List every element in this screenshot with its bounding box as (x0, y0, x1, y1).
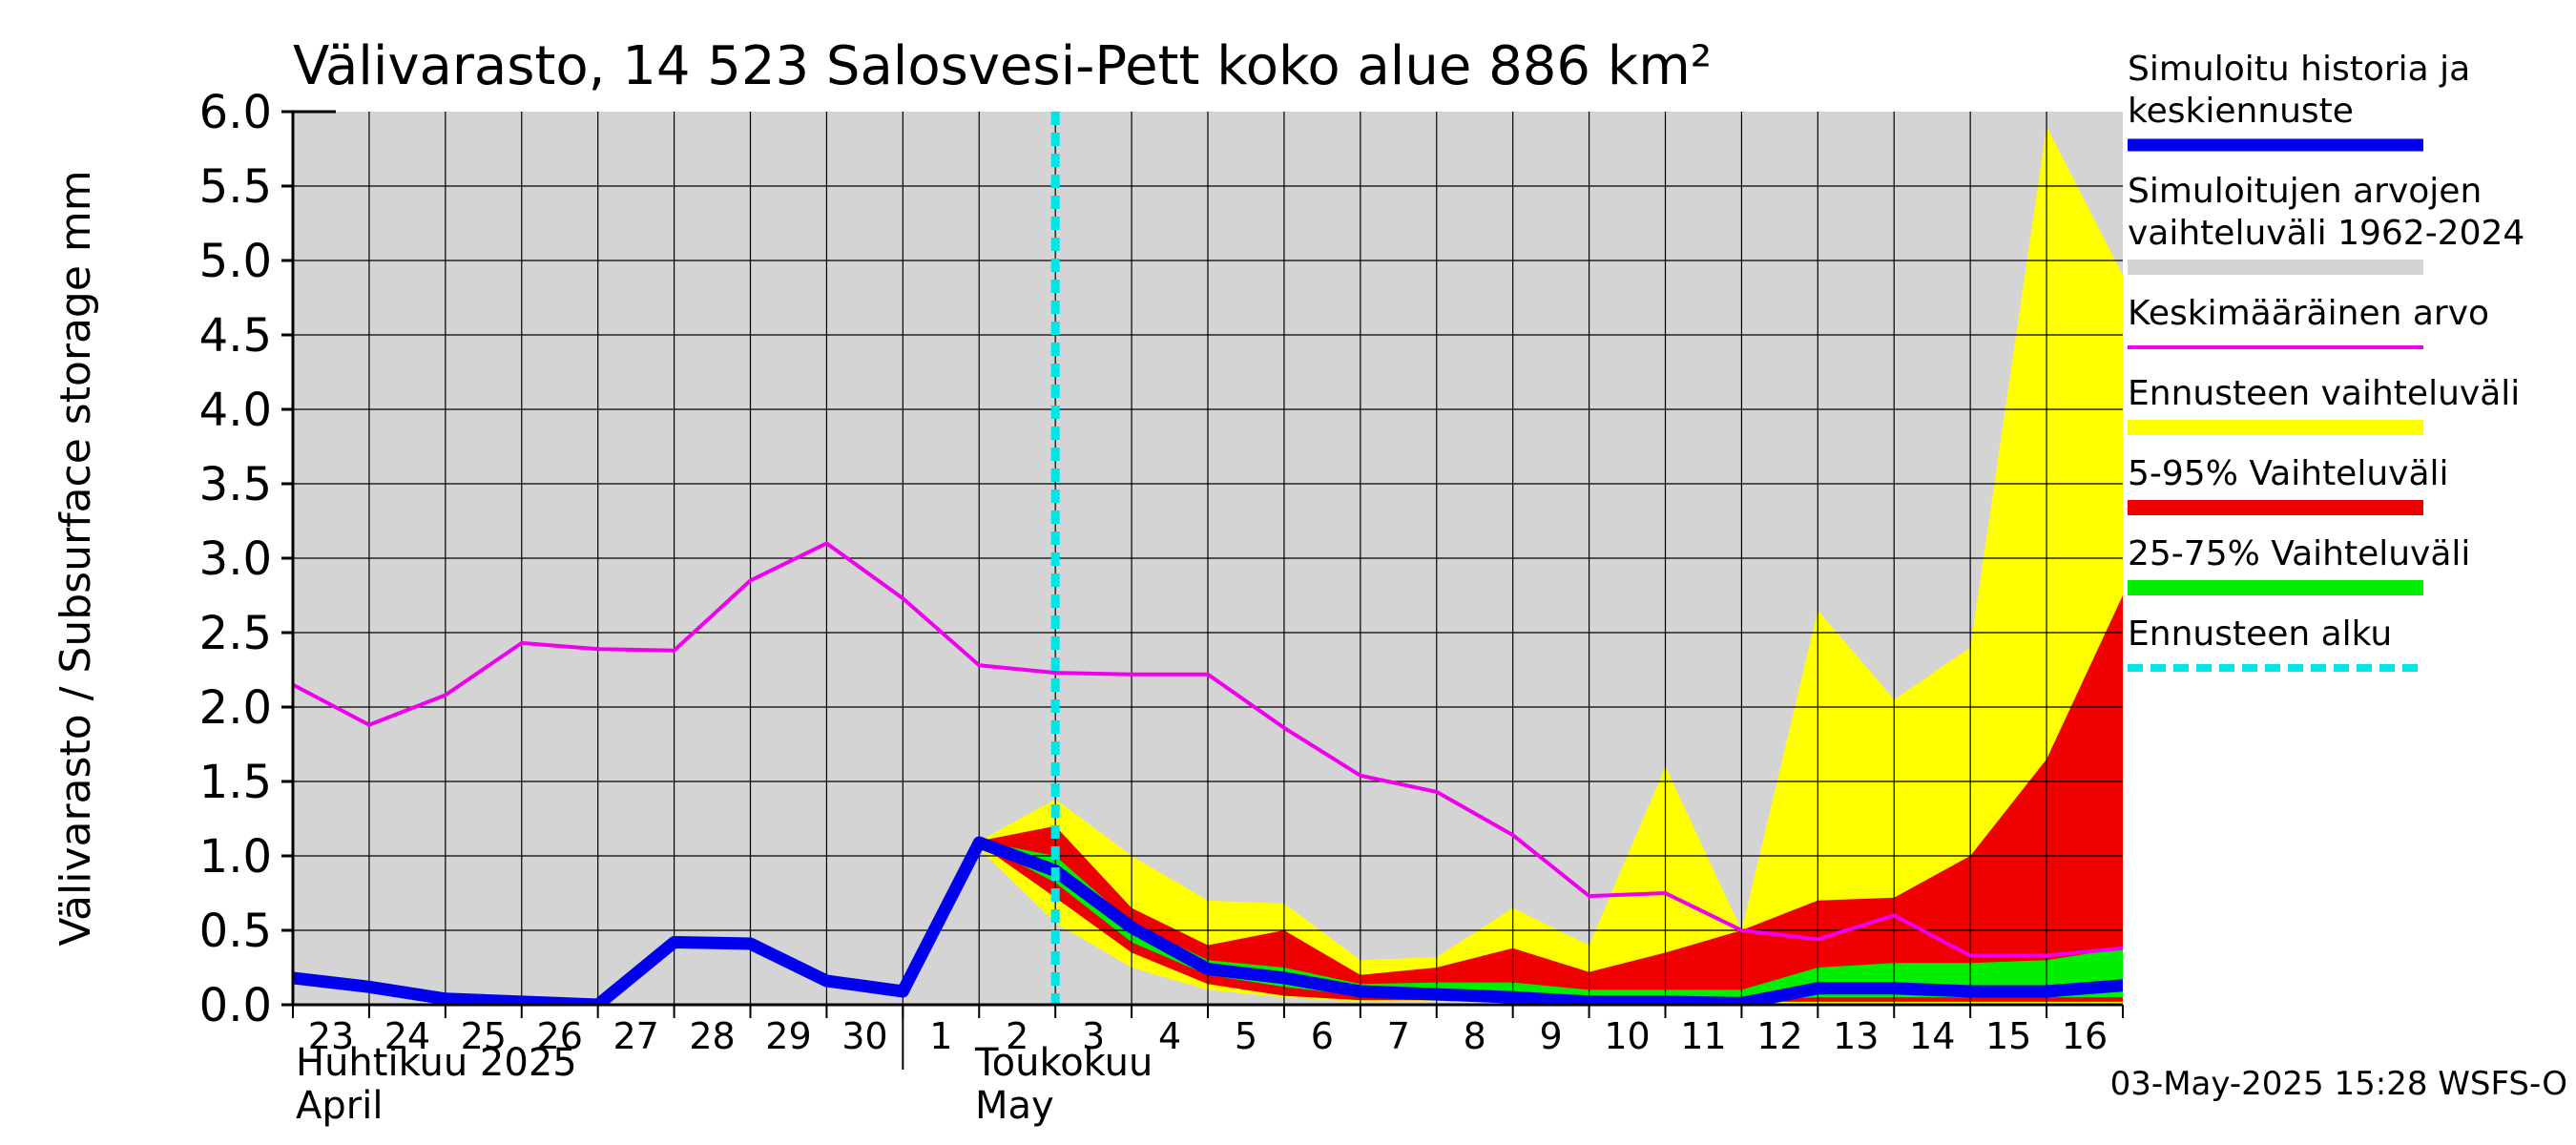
series-lines (293, 112, 2123, 1005)
legend-label: Ennusteen vaihteluväli (2128, 374, 2520, 413)
month-april-fi: Huhtikuu 2025 (296, 1041, 577, 1085)
x-tick-label: 4 (1158, 1015, 1181, 1057)
x-tick-label: 5 (1235, 1015, 1257, 1057)
x-tick-label: 25 (461, 1015, 507, 1057)
x-tick-label: 6 (1311, 1015, 1334, 1057)
legend-label: Simuloitujen arvojen (2128, 172, 2482, 211)
y-tick-label: 6.0 (199, 86, 272, 139)
x-tick-label: 23 (308, 1015, 354, 1057)
x-ticks: 23 24 25 26 27 28 29 30 1 2 3 4 5 6 7 8 9 10 11 12 13 14 15 16 (292, 1005, 2124, 1070)
series-line-simulated (293, 836, 2123, 1005)
y-tick-label: 0.5 (199, 905, 272, 958)
x-tick-label: 8 (1464, 1015, 1486, 1057)
legend-label: Ennusteen alku (2128, 614, 2392, 654)
band-25-75-vaihteluv-li (979, 841, 2123, 1001)
legend-label: keskiennuste (2128, 92, 2354, 131)
y-tick-label: 1.5 (199, 756, 272, 809)
legend-label: 25-75% Vaihteluväli (2128, 534, 2470, 573)
series-line-mean (293, 541, 2123, 958)
x-tick-label: 16 (2062, 1015, 2108, 1057)
y-axis-label: Välivarasto / Subsurface storage mm (52, 170, 100, 946)
x-tick-label: 9 (1540, 1015, 1563, 1057)
legend-swatch (2128, 420, 2423, 435)
y-tick-label: 3.5 (199, 458, 272, 511)
x-tick-label: 26 (537, 1015, 583, 1057)
legend-label: 5-95% Vaihteluväli (2128, 454, 2449, 493)
legend-swatch (2128, 260, 2423, 275)
x-tick-label: 12 (1756, 1015, 1802, 1057)
month-labels: Huhtikuu 2025 April Toukokuu May (296, 1041, 1153, 1128)
band-ennusteen-vaihteluv-li (979, 126, 2123, 1004)
y-tick-label: 5.5 (199, 160, 272, 214)
x-tick-label: 29 (765, 1015, 811, 1057)
y-tick-label: 4.5 (199, 309, 272, 363)
legend-label: Keskimääräinen arvo (2128, 294, 2489, 333)
x-tick-label: 3 (1082, 1015, 1105, 1057)
legend-label: vaihteluväli 1962-2024 (2128, 214, 2524, 253)
y-tick-label: 4.0 (199, 384, 272, 437)
month-may-fi: Toukokuu (974, 1041, 1153, 1085)
month-april-en: April (296, 1084, 383, 1128)
x-tick-label: 15 (1985, 1015, 2031, 1057)
y-ticks: 0.0 0.5 1.0 1.5 2.0 2.5 3.0 3.5 4.0 4.5 5.0 5.5 6.0 (199, 86, 336, 1032)
x-tick-label: 1 (929, 1015, 952, 1057)
chart-title: Välivarasto, 14 523 Salosvesi-Pett koko … (293, 35, 1712, 97)
y-tick-label: 2.5 (199, 607, 272, 660)
y-tick-label: 1.0 (199, 830, 272, 884)
x-tick-label: 11 (1680, 1015, 1726, 1057)
x-tick-label: 2 (1006, 1015, 1028, 1057)
x-tick-label: 14 (1909, 1015, 1955, 1057)
y-tick-label: 2.0 (199, 681, 272, 735)
legend-swatch (2128, 500, 2423, 515)
x-tick-label: 27 (613, 1015, 658, 1057)
footer-timestamp: 03-May-2025 15:28 WSFS-O (2110, 1065, 2567, 1103)
month-may-en: May (975, 1084, 1054, 1128)
grid-lines (293, 112, 2123, 1005)
x-tick-label: 13 (1833, 1015, 1879, 1057)
x-tick-label: 30 (841, 1015, 887, 1057)
x-tick-label: 10 (1604, 1015, 1650, 1057)
band-5-95-vaihteluv-li (979, 595, 2123, 1002)
y-tick-label: 3.0 (199, 532, 272, 586)
y-tick-label: 0.0 (199, 979, 272, 1032)
x-tick-label: 7 (1387, 1015, 1410, 1057)
x-tick-label: 28 (689, 1015, 735, 1057)
x-tick-label: 24 (384, 1015, 430, 1057)
y-tick-label: 5.0 (199, 235, 272, 288)
legend-swatch (2128, 580, 2423, 595)
legend-label: Simuloitu historia ja (2128, 50, 2470, 89)
